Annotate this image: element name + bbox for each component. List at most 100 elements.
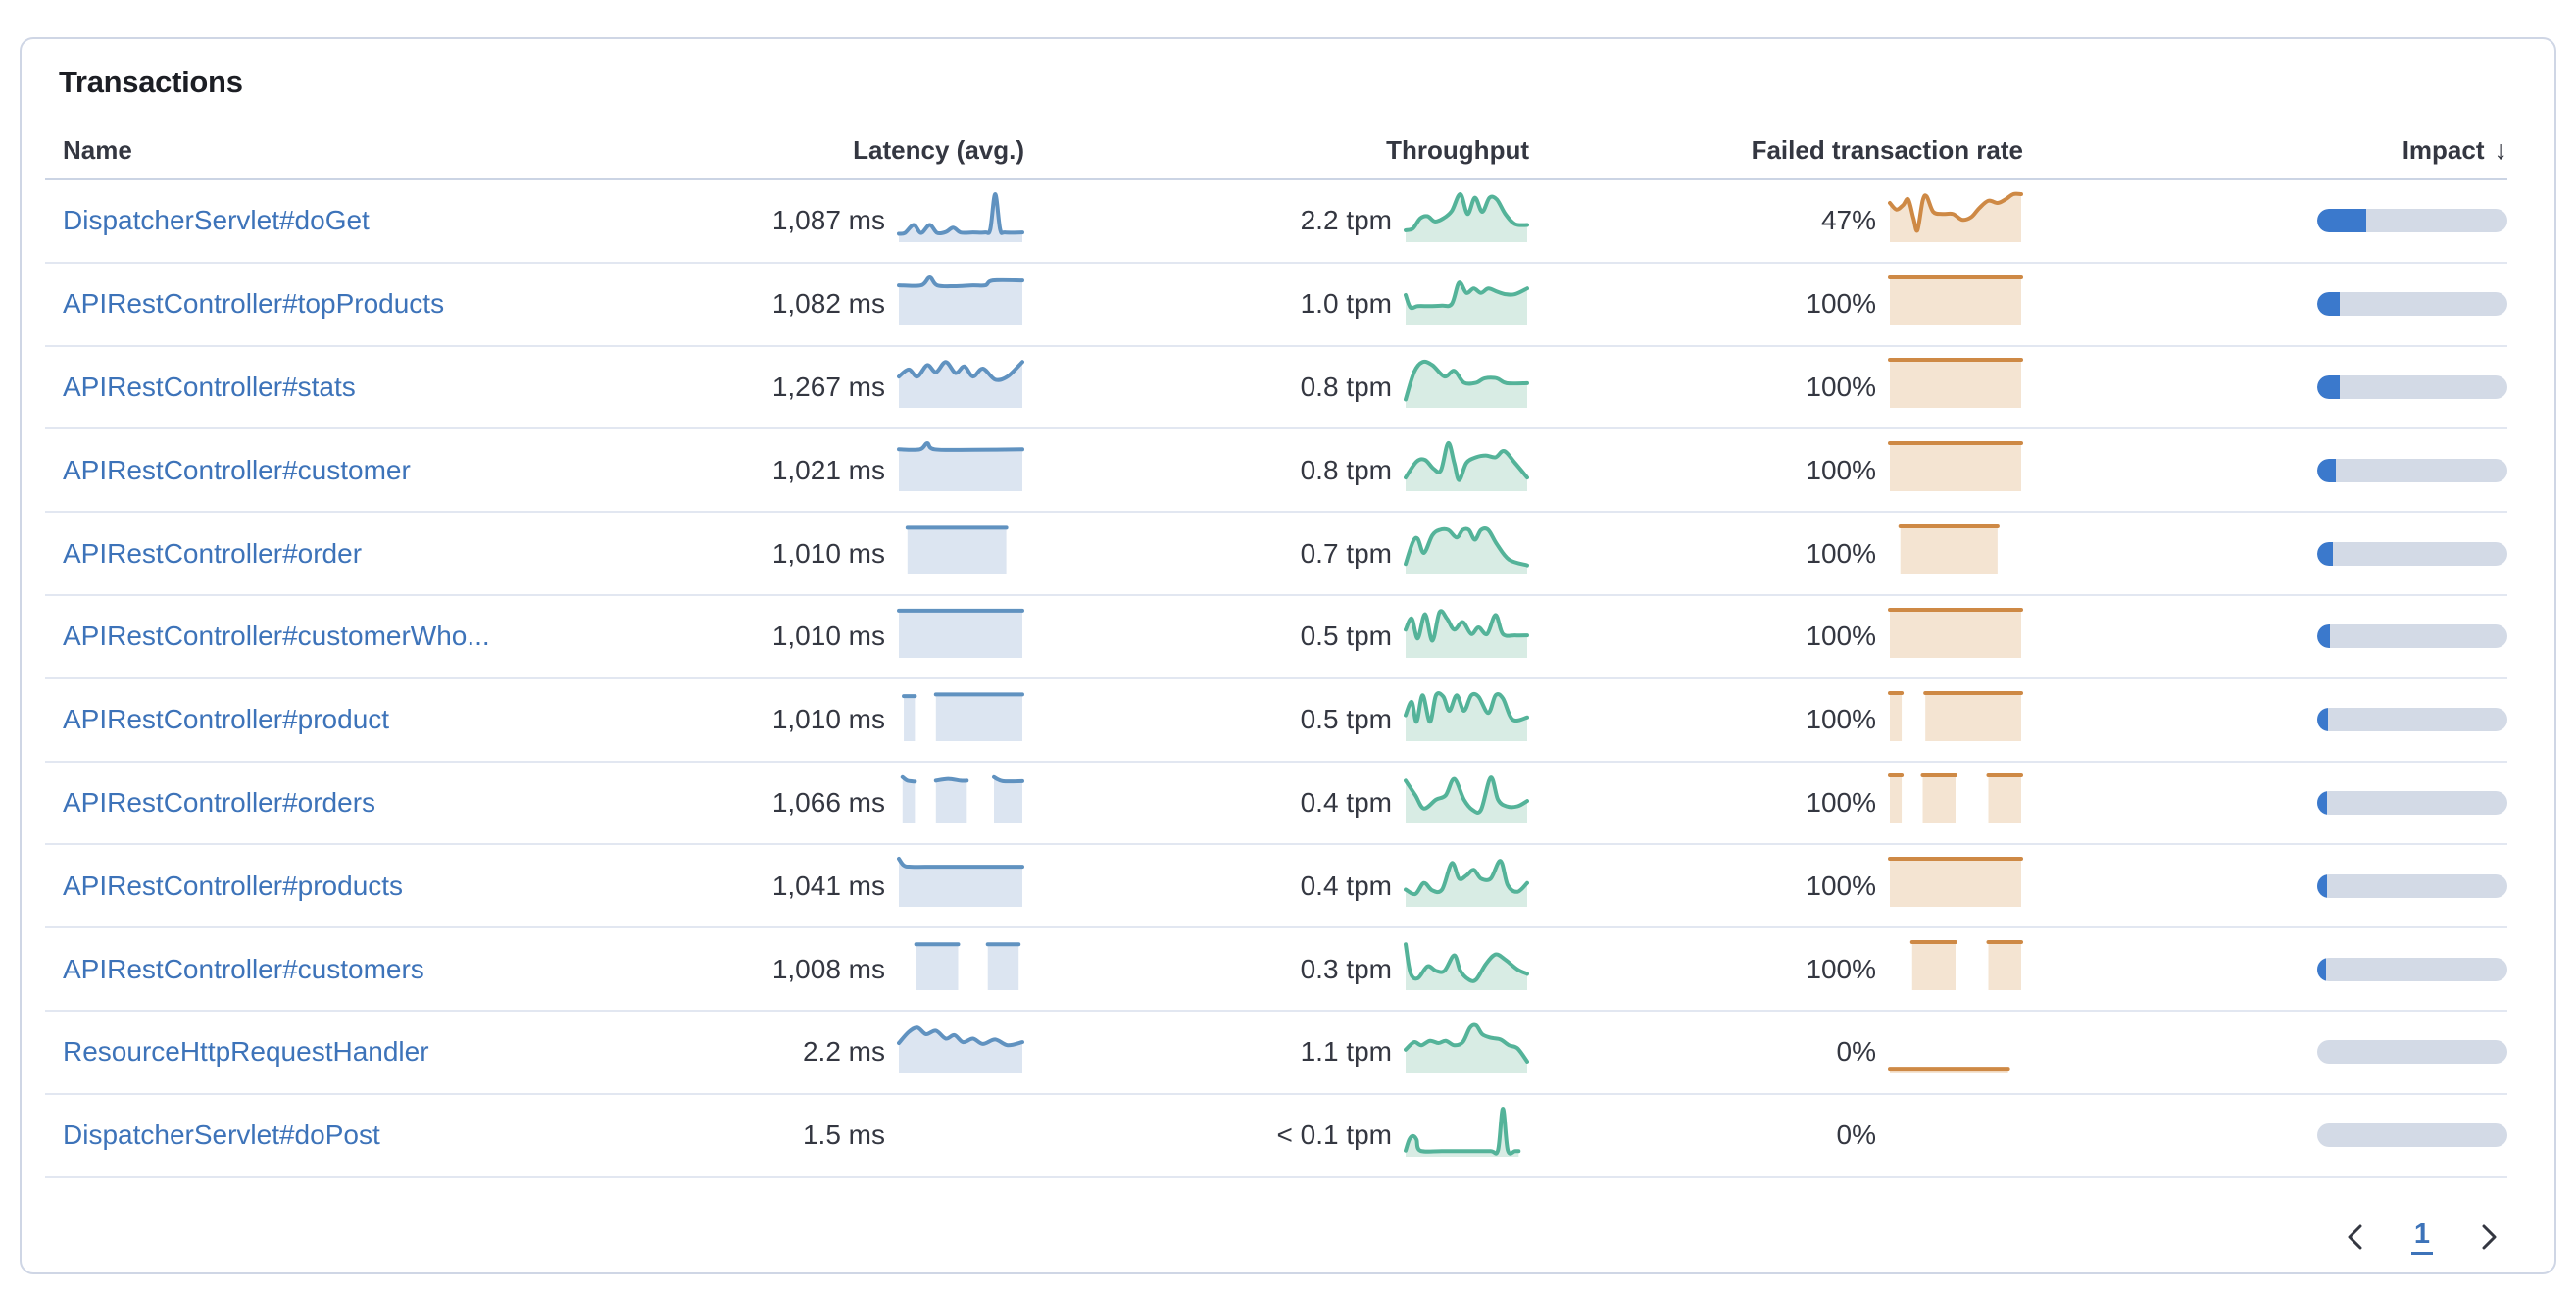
table-row: APIRestController#orders 1,066 ms 0.4 tp… [45, 763, 2507, 846]
table-row: APIRestController#products 1,041 ms 0.4 … [45, 845, 2507, 929]
impact-bar [2317, 209, 2507, 233]
throughput-value: 0.3 tpm [1300, 953, 1392, 984]
failed-rate-value: 47% [1820, 205, 1876, 236]
table-row: APIRestController#stats 1,267 ms 0.8 tpm… [45, 347, 2507, 430]
column-header-latency[interactable]: Latency (avg.) [853, 134, 1024, 165]
failed-rate-sparkline [1888, 274, 2023, 334]
latency-value: 1,087 ms [771, 205, 885, 236]
impact-bar-fill [2317, 957, 2326, 981]
table-row: APIRestController#customers 1,008 ms 0.3… [45, 928, 2507, 1012]
throughput-value: 1.0 tpm [1300, 288, 1392, 320]
failed-rate-value: 100% [1806, 621, 1876, 652]
latency-sparkline [897, 690, 1024, 750]
impact-bar [2317, 957, 2507, 981]
impact-bar [2317, 541, 2507, 566]
transaction-name-link[interactable]: APIRestController#customers [63, 953, 424, 984]
latency-value: 1,267 ms [771, 371, 885, 402]
latency-sparkline [897, 939, 1024, 999]
throughput-value: 2.2 tpm [1300, 205, 1392, 236]
failed-rate-value: 100% [1806, 704, 1876, 735]
table-row: APIRestController#customerWho... 1,010 m… [45, 596, 2507, 679]
impact-bar [2317, 873, 2507, 898]
sort-descending-icon: ↓ [2494, 134, 2508, 165]
failed-rate-value: 0% [1836, 1036, 1876, 1068]
impact-bar-fill [2317, 708, 2328, 732]
table-row: APIRestController#product 1,010 ms 0.5 t… [45, 679, 2507, 763]
transaction-name-link[interactable]: APIRestController#products [63, 870, 404, 901]
impact-bar [2317, 374, 2507, 399]
transaction-name-link[interactable]: APIRestController#topProducts [63, 288, 445, 320]
failed-rate-sparkline [1888, 607, 2023, 667]
transaction-name-link[interactable]: APIRestController#customerWho... [63, 621, 490, 652]
table-row: DispatcherServlet#doPost 1.5 ms < 0.1 tp… [45, 1095, 2507, 1178]
failed-rate-value: 100% [1806, 454, 1876, 485]
column-header-name[interactable]: Name [63, 134, 132, 165]
latency-value: 1,066 ms [771, 786, 885, 818]
failed-rate-sparkline [1888, 1022, 2023, 1082]
failed-rate-value: 100% [1806, 953, 1876, 984]
throughput-value: 0.8 tpm [1300, 454, 1392, 485]
table-header: Name Latency (avg.) Throughput Failed tr… [45, 122, 2507, 180]
column-header-impact[interactable]: Impact ↓ [2402, 134, 2508, 165]
table-row: DispatcherServlet#doGet 1,087 ms 2.2 tpm… [45, 180, 2507, 264]
transaction-name-link[interactable]: APIRestController#orders [63, 786, 376, 818]
table-row: APIRestController#topProducts 1,082 ms 1… [45, 264, 2507, 347]
panel-title: Transactions [59, 65, 243, 99]
latency-sparkline [897, 773, 1024, 832]
transaction-name-link[interactable]: ResourceHttpRequestHandler [63, 1036, 429, 1068]
transaction-name-link[interactable]: APIRestController#stats [63, 371, 356, 402]
latency-value: 1,010 ms [771, 537, 885, 569]
column-header-failed-rate[interactable]: Failed transaction rate [1751, 134, 2023, 165]
failed-rate-value: 100% [1806, 371, 1876, 402]
latency-sparkline [897, 191, 1024, 251]
pagination: 1 [45, 1178, 2507, 1296]
throughput-sparkline [1404, 856, 1529, 916]
throughput-value: 0.4 tpm [1300, 786, 1392, 818]
throughput-sparkline [1404, 440, 1529, 500]
failed-rate-sparkline [1888, 523, 2023, 583]
failed-rate-value: 100% [1806, 870, 1876, 901]
failed-rate-value: 100% [1806, 537, 1876, 569]
latency-value: 1,010 ms [771, 621, 885, 652]
next-page-button[interactable] [2468, 1218, 2507, 1257]
failed-rate-value: 100% [1806, 786, 1876, 818]
latency-value: 1,082 ms [771, 288, 885, 320]
transaction-name-link[interactable]: APIRestController#order [63, 537, 363, 569]
latency-value: 2.2 ms [802, 1036, 885, 1068]
throughput-value: < 0.1 tpm [1276, 1120, 1392, 1151]
throughput-sparkline [1404, 274, 1529, 334]
throughput-value: 0.5 tpm [1300, 704, 1392, 735]
throughput-value: 0.8 tpm [1300, 371, 1392, 402]
throughput-value: 0.7 tpm [1300, 537, 1392, 569]
impact-bar-fill [2317, 209, 2367, 233]
transaction-name-link[interactable]: APIRestController#customer [63, 454, 411, 485]
page-1-link[interactable]: 1 [2410, 1219, 2433, 1255]
impact-bar [2317, 1040, 2507, 1065]
transaction-name-link[interactable]: APIRestController#product [63, 704, 390, 735]
latency-sparkline [897, 357, 1024, 417]
latency-value: 1,010 ms [771, 704, 885, 735]
previous-page-button[interactable] [2337, 1218, 2376, 1257]
latency-sparkline [897, 523, 1024, 583]
impact-bar [2317, 790, 2507, 815]
table-row: APIRestController#customer 1,021 ms 0.8 … [45, 429, 2507, 514]
impact-bar-fill [2317, 624, 2330, 649]
impact-bar [2317, 708, 2507, 732]
failed-rate-sparkline [1888, 357, 2023, 417]
table-body: DispatcherServlet#doGet 1,087 ms 2.2 tpm… [45, 180, 2507, 1178]
latency-value: 1,041 ms [771, 870, 885, 901]
column-header-throughput[interactable]: Throughput [1386, 134, 1529, 165]
impact-bar-fill [2317, 458, 2337, 482]
throughput-sparkline [1404, 357, 1529, 417]
impact-bar [2317, 1123, 2507, 1148]
chevron-right-icon [2482, 1224, 2497, 1250]
transaction-name-link[interactable]: DispatcherServlet#doPost [63, 1120, 380, 1151]
transaction-name-link[interactable]: DispatcherServlet#doGet [63, 205, 370, 236]
failed-rate-sparkline [1888, 856, 2023, 916]
failed-rate-sparkline [1888, 191, 2023, 251]
throughput-sparkline [1404, 1106, 1529, 1166]
failed-rate-sparkline [1888, 690, 2023, 750]
latency-sparkline [897, 440, 1024, 500]
failed-rate-sparkline [1888, 939, 2023, 999]
transactions-panel: Transactions Name Latency (avg.) Through… [20, 37, 2556, 1274]
